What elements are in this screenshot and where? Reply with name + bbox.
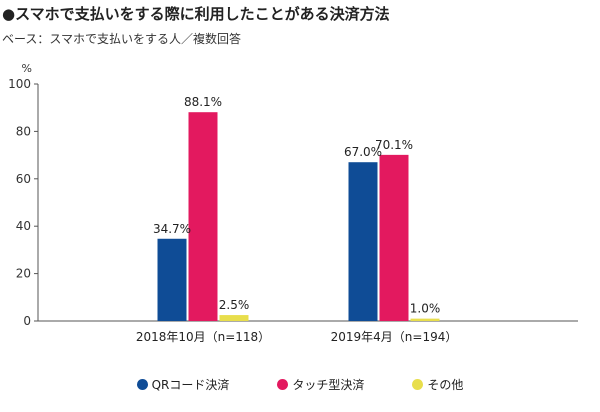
y-tick-label: 0 xyxy=(23,314,31,328)
x-tick-label: 2018年10月（n=118） xyxy=(136,330,270,344)
bar-chart: % 0 20 40 60 80 100 34.7% 88.1% 2.5% 67.0%70.1% 1… xyxy=(8,62,578,344)
x-tick-label: 2019年4月（n=194） xyxy=(331,330,458,344)
x-axis-ticks: 2018年10月（n=118） 2019年4月（n=194） xyxy=(136,330,458,344)
legend-item-other: その他 xyxy=(412,376,463,393)
legend-dot-icon xyxy=(412,379,424,390)
bars xyxy=(157,112,440,321)
y-tick-label: 60 xyxy=(16,172,31,186)
data-label: 34.7% xyxy=(153,222,191,236)
y-axis-label: % xyxy=(22,62,32,75)
data-label: 1.0% xyxy=(410,302,441,316)
chart-title: ●スマホで支払いをする際に利用したことがある決済方法 xyxy=(2,5,390,23)
bar xyxy=(410,318,440,321)
data-labels: 34.7% 88.1% 2.5% 67.0%70.1% 1.0% xyxy=(153,95,440,315)
data-label: 67.0% xyxy=(344,145,382,159)
data-label: 88.1% xyxy=(184,95,222,109)
bar xyxy=(348,162,378,321)
legend-label-other: その他 xyxy=(427,378,464,392)
bar xyxy=(188,112,218,321)
y-tick-label: 80 xyxy=(16,124,31,138)
legend-item-touch: タッチ型決済 xyxy=(277,376,364,393)
y-tick-label: 100 xyxy=(8,77,31,91)
legend-item-qr: QRコード決済 xyxy=(136,376,230,393)
bar xyxy=(379,154,409,321)
legend-dot-icon xyxy=(277,379,289,390)
axes xyxy=(37,84,578,322)
chart-subtitle: ベース：スマホで支払いをする人／複数回答 xyxy=(2,32,242,46)
legend-dot-icon xyxy=(136,379,148,390)
legend-label-touch: タッチ型決済 xyxy=(292,378,365,392)
data-label: 2.5% xyxy=(219,298,250,312)
bar xyxy=(219,315,249,321)
y-tick-label: 20 xyxy=(16,267,31,281)
legend-label-qr: QRコード決済 xyxy=(151,378,230,392)
data-label: 70.1% xyxy=(375,138,413,152)
y-axis-ticks: 0 20 40 60 80 100 xyxy=(8,77,38,328)
y-tick-label: 40 xyxy=(16,219,31,233)
legend: QRコード決済 タッチ型決済 その他 xyxy=(0,376,600,393)
bar xyxy=(157,238,187,321)
